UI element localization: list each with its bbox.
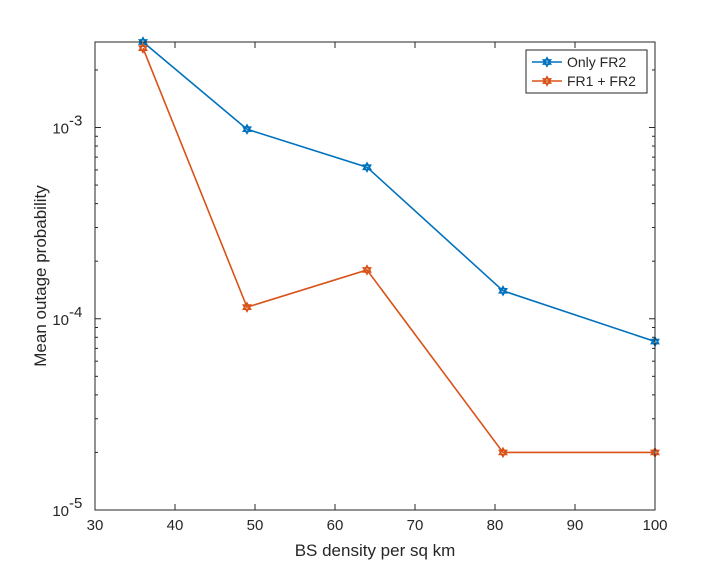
legend-entry: Only FR2 bbox=[532, 54, 626, 70]
series-line bbox=[142, 41, 656, 343]
legend-marker bbox=[542, 75, 552, 87]
data-point bbox=[362, 161, 372, 173]
x-tick-label: 50 bbox=[247, 517, 264, 534]
x-tick-label: 90 bbox=[567, 517, 584, 534]
y-tick-labels: 10-510-410-3 bbox=[52, 113, 82, 520]
y-tick-label-base: 10 bbox=[52, 312, 69, 329]
legend-label: Only FR2 bbox=[567, 54, 626, 70]
x-tick-label: 70 bbox=[407, 517, 424, 534]
x-tick-label: 60 bbox=[327, 517, 344, 534]
legend-entry: FR1 + FR2 bbox=[532, 73, 636, 89]
x-axis-label: BS density per sq km bbox=[295, 541, 456, 560]
plot-frame bbox=[94, 41, 656, 511]
y-tick-label-base: 10 bbox=[52, 121, 69, 138]
series-1 bbox=[138, 36, 660, 348]
x-tick-labels: 30 40 50 60 70 80 90 100 bbox=[87, 517, 668, 534]
legend-label: FR1 + FR2 bbox=[567, 73, 636, 89]
series-line bbox=[142, 47, 655, 454]
y-tick-label-exponent: -3 bbox=[69, 113, 82, 130]
series-2 bbox=[138, 42, 660, 459]
legend-marker bbox=[542, 56, 552, 68]
x-tick-label: 80 bbox=[487, 517, 504, 534]
data-point bbox=[498, 446, 508, 459]
legend-box bbox=[525, 49, 648, 94]
y-tick-label: 10 -5 bbox=[52, 495, 82, 520]
data-point bbox=[138, 42, 148, 54]
data-point bbox=[242, 301, 252, 313]
data-point bbox=[498, 285, 508, 297]
y-tick-label-base: 10 bbox=[52, 503, 69, 520]
series-layer bbox=[138, 36, 660, 459]
y-tick-label: 10 -4 bbox=[52, 304, 82, 329]
x-tick-label: 100 bbox=[642, 517, 667, 534]
x-tick-label: 30 bbox=[87, 517, 104, 534]
y-tick-label-exponent: -4 bbox=[69, 304, 82, 321]
y-tick-label-exponent: -5 bbox=[69, 495, 82, 512]
data-point bbox=[242, 123, 252, 135]
y-axis-label: Mean outage probability bbox=[31, 185, 50, 367]
x-tick-label: 40 bbox=[167, 517, 184, 534]
y-tick-label: 10 -3 bbox=[52, 113, 82, 138]
data-point bbox=[362, 264, 372, 276]
legend: Only FR2 FR1 + FR2 bbox=[525, 49, 648, 94]
plot-area bbox=[95, 42, 655, 510]
